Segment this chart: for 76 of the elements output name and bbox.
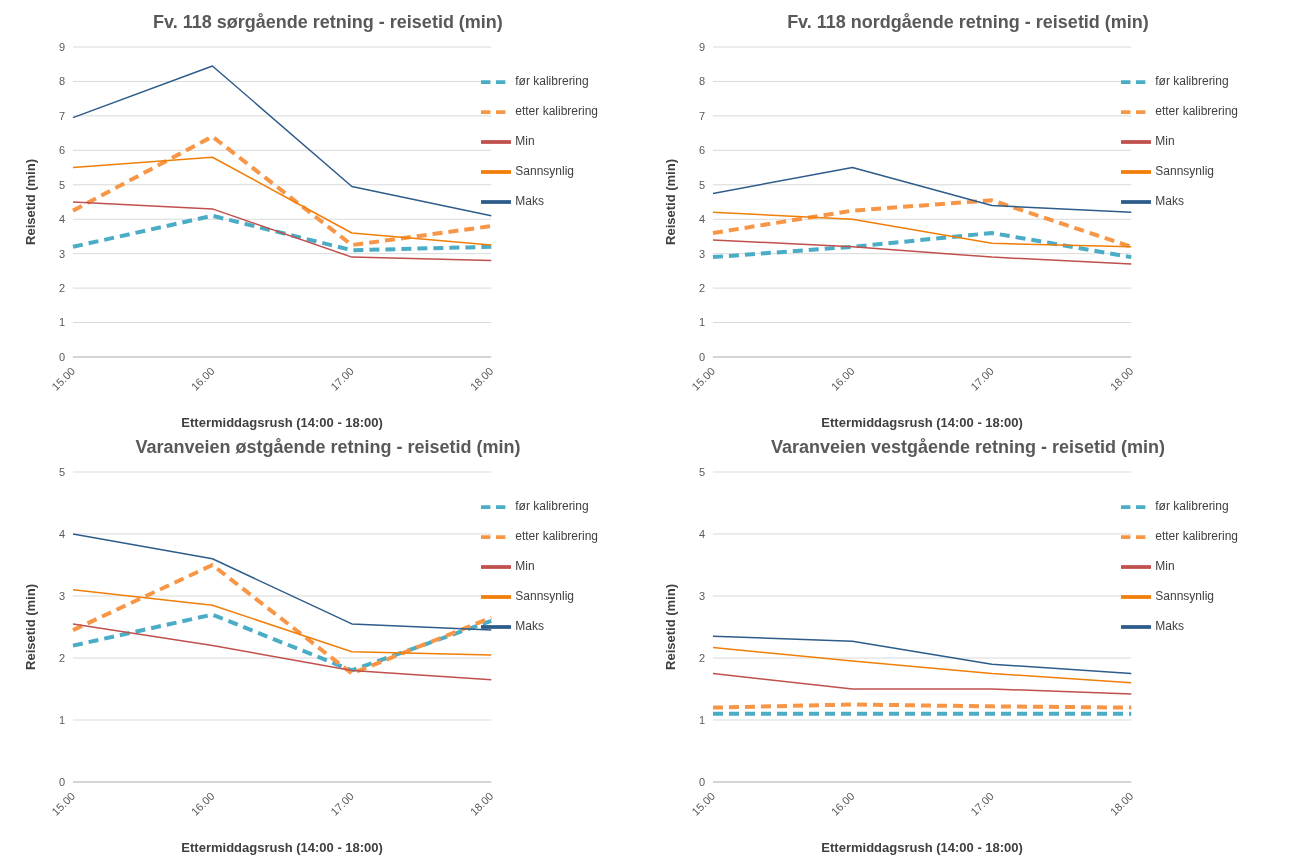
legend-label: før kalibrering xyxy=(1155,499,1229,514)
legend-label: Maks xyxy=(515,619,544,634)
x-axis-title: Ettermiddagsrush (14:00 - 18:00) xyxy=(181,415,383,430)
line-series xyxy=(72,201,493,262)
line-series xyxy=(72,589,493,656)
y-tick-label: 1 xyxy=(698,713,705,726)
y-tick-label: 0 xyxy=(698,350,705,363)
y-tick-label: 8 xyxy=(698,75,705,88)
line-series xyxy=(72,65,493,217)
y-tick-label: 3 xyxy=(698,247,705,260)
legend-label: etter kalibrering xyxy=(515,529,598,544)
y-axis-title: Reisetid (min) xyxy=(22,159,38,245)
y-tick-label: 2 xyxy=(698,282,705,295)
y-tick-label: 1 xyxy=(698,316,705,329)
legend-label: Maks xyxy=(1155,194,1184,209)
y-tick-label: 9 xyxy=(58,40,65,53)
legend-label: Min xyxy=(515,134,535,149)
x-axis-title: Ettermiddagsrush (14:00 - 18:00) xyxy=(821,415,1023,430)
y-axis-title: Reisetid (min) xyxy=(662,584,678,670)
legend-label: etter kalibrering xyxy=(515,104,598,119)
y-axis-title: Reisetid (min) xyxy=(22,584,38,670)
line-series xyxy=(72,156,493,246)
y-tick-label: 3 xyxy=(698,589,705,602)
chart-title: Fv. 118 sørgående retning - reisetid (min) xyxy=(152,11,504,34)
y-tick-label: 8 xyxy=(58,75,65,88)
y-tick-label: 4 xyxy=(58,213,65,226)
legend-label: etter kalibrering xyxy=(1155,104,1238,119)
y-tick-label: 2 xyxy=(58,282,65,295)
y-tick-label: 7 xyxy=(698,109,705,122)
chart-title: Varanveien østgående retning - reisetid (min) xyxy=(134,436,522,459)
legend-label: Sannsynlig xyxy=(1155,164,1214,179)
legend-label: Maks xyxy=(515,194,544,209)
chart-title: Varanveien vestgående retning - reisetid (min) xyxy=(769,436,1167,459)
y-tick-label: 6 xyxy=(698,144,705,157)
y-tick-label: 1 xyxy=(58,316,65,329)
y-tick-label: 5 xyxy=(698,465,705,478)
y-tick-label: 0 xyxy=(58,775,65,788)
y-tick-label: 2 xyxy=(58,651,65,664)
y-tick-label: 4 xyxy=(58,527,65,540)
y-tick-label: 5 xyxy=(58,178,65,191)
legend-label: før kalibrering xyxy=(515,499,589,514)
line-series xyxy=(72,623,493,681)
legend-label: Sannsynlig xyxy=(515,164,574,179)
legend-label: Sannsynlig xyxy=(1155,589,1214,604)
legend-label: før kalibrering xyxy=(515,74,589,89)
y-tick-label: 6 xyxy=(58,144,65,157)
x-axis-title: Ettermiddagsrush (14:00 - 18:00) xyxy=(821,840,1023,855)
line-series xyxy=(712,646,1133,684)
line-series xyxy=(71,612,494,673)
y-tick-label: 0 xyxy=(698,775,705,788)
chart-title: Fv. 118 nordgående retning - reisetid (min) xyxy=(786,11,1150,34)
legend-label: etter kalibrering xyxy=(1155,529,1238,544)
y-axis-title: Reisetid (min) xyxy=(662,159,678,245)
line-series xyxy=(712,239,1133,265)
line-series xyxy=(712,211,1133,248)
y-tick-label: 2 xyxy=(698,651,705,664)
y-tick-label: 5 xyxy=(58,465,65,478)
line-series xyxy=(712,166,1133,214)
y-tick-label: 5 xyxy=(698,178,705,191)
y-tick-label: 3 xyxy=(58,589,65,602)
legend-label: Min xyxy=(1155,559,1175,574)
y-tick-label: 4 xyxy=(698,213,705,226)
y-tick-label: 4 xyxy=(698,527,705,540)
y-tick-label: 3 xyxy=(58,247,65,260)
x-axis-title: Ettermiddagsrush (14:00 - 18:00) xyxy=(181,840,383,855)
legend-label: Min xyxy=(1155,134,1175,149)
legend-label: Maks xyxy=(1155,619,1184,634)
y-tick-label: 7 xyxy=(58,109,65,122)
y-tick-label: 9 xyxy=(698,40,705,53)
y-tick-label: 0 xyxy=(58,350,65,363)
line-series xyxy=(71,563,494,676)
legend-label: Min xyxy=(515,559,535,574)
line-series xyxy=(712,635,1133,675)
legend-label: før kalibrering xyxy=(1155,74,1229,89)
y-tick-label: 1 xyxy=(58,713,65,726)
legend-label: Sannsynlig xyxy=(515,589,574,604)
